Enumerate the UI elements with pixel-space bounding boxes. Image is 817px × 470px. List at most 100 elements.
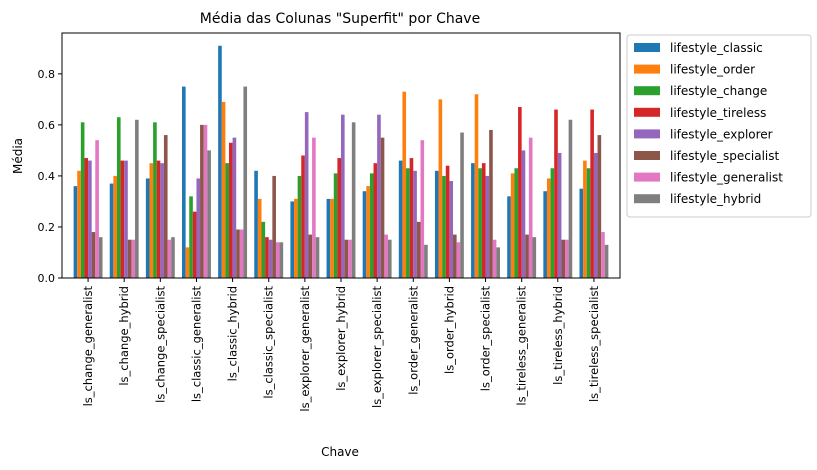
bar-lifestyle_explorer-ls_explorer_generalist <box>304 112 309 278</box>
bar-lifestyle_hybrid-ls_explorer_hybrid <box>351 122 356 278</box>
bar-lifestyle_classic-ls_explorer_hybrid <box>326 198 331 278</box>
x-tick-label: ls_tireless_specialist <box>587 286 601 403</box>
bar-lifestyle_classic-ls_order_generalist <box>398 160 403 278</box>
bar-lifestyle_change-ls_order_specialist <box>478 168 482 278</box>
bar-lifestyle_generalist-ls_classic_generalist <box>203 124 208 279</box>
bar-lifestyle_explorer-ls_tireless_specialist <box>593 152 598 278</box>
bar-lifestyle_specialist-ls_classic_specialist <box>272 175 276 278</box>
legend-label-lifestyle_generalist: lifestyle_generalist <box>670 171 783 185</box>
bar-lifestyle_specialist-ls_change_generalist <box>91 232 96 278</box>
x-axis-label: Chave <box>321 445 359 459</box>
bar-lifestyle_hybrid-ls_classic_generalist <box>207 150 211 278</box>
legend-label-lifestyle_classic: lifestyle_classic <box>670 41 763 55</box>
y-axis: 0.0 0.2 0.4 0.6 0.8 <box>38 68 62 285</box>
bar-lifestyle_generalist-ls_explorer_hybrid <box>348 239 352 278</box>
bar-lifestyle_generalist-ls_change_hybrid <box>131 239 136 278</box>
bar-lifestyle_explorer-ls_order_hybrid <box>449 181 454 278</box>
bar-lifestyle_specialist-ls_order_generalist <box>416 221 421 278</box>
bar-lifestyle_specialist-ls_change_specialist <box>163 135 168 278</box>
legend-label-lifestyle_order: lifestyle_order <box>670 63 755 77</box>
bar-lifestyle_specialist-ls_explorer_generalist <box>308 234 313 278</box>
x-tick-label: ls_change_specialist <box>153 286 167 403</box>
bar-lifestyle_change-ls_explorer_hybrid <box>333 173 338 278</box>
bar-lifestyle_specialist-ls_order_specialist <box>489 129 493 278</box>
bar-lifestyle_order-ls_change_generalist <box>77 170 81 278</box>
bar-lifestyle_order-ls_order_generalist <box>402 91 407 278</box>
legend-swatch-lifestyle_tireless <box>634 107 660 117</box>
bar-lifestyle_classic-ls_change_generalist <box>73 186 78 279</box>
bar-lifestyle_hybrid-ls_change_hybrid <box>135 119 139 279</box>
bar-lifestyle_change-ls_change_hybrid <box>116 117 121 278</box>
bar-lifestyle_generalist-ls_explorer_generalist <box>312 137 316 278</box>
bar-lifestyle_explorer-ls_tireless_generalist <box>521 150 526 278</box>
x-tick-label: ls_classic_specialist <box>262 286 276 399</box>
bar-lifestyle_classic-ls_tireless_specialist <box>579 188 584 278</box>
y-tick-label: 0.8 <box>38 68 56 81</box>
bar-lifestyle_specialist-ls_explorer_specialist <box>380 137 385 278</box>
bar-lifestyle_generalist-ls_order_hybrid <box>456 242 461 278</box>
bar-lifestyle_generalist-ls_classic_specialist <box>275 242 280 278</box>
chart-title: Média das Colunas "Superfit" por Chave <box>200 11 480 27</box>
bar-lifestyle_specialist-ls_change_hybrid <box>127 239 132 278</box>
bar-lifestyle_explorer-ls_tireless_hybrid <box>557 152 562 278</box>
bar-lifestyle_hybrid-ls_tireless_specialist <box>604 244 609 278</box>
bar-lifestyle_change-ls_change_generalist <box>80 122 85 278</box>
bar-lifestyle_specialist-ls_tireless_hybrid <box>561 239 566 278</box>
x-tick-label: ls_order_generalist <box>406 286 420 395</box>
legend-label-lifestyle_explorer: lifestyle_explorer <box>670 127 773 141</box>
legend-label-lifestyle_tireless: lifestyle_tireless <box>670 106 766 120</box>
bar-lifestyle_change-ls_explorer_specialist <box>369 173 374 278</box>
bar-lifestyle_order-ls_change_specialist <box>149 163 154 278</box>
bar-lifestyle_hybrid-ls_order_specialist <box>496 247 500 279</box>
bar-lifestyle_classic-ls_change_hybrid <box>109 183 114 278</box>
x-tick-label: ls_change_generalist <box>81 286 95 407</box>
bar-lifestyle_generalist-ls_tireless_generalist <box>528 137 533 278</box>
x-tick-label: ls_order_specialist <box>479 286 493 392</box>
bar-lifestyle_explorer-ls_explorer_specialist <box>377 114 381 278</box>
x-axis: ls_change_generalist ls_change_hybrid ls_c… <box>81 278 601 412</box>
bar-lifestyle_tireless-ls_explorer_hybrid <box>337 158 341 278</box>
bar-lifestyle_order-ls_explorer_hybrid <box>330 198 334 278</box>
x-tick-label: ls_change_hybrid <box>117 286 131 386</box>
bar-lifestyle_classic-ls_classic_hybrid <box>218 45 222 279</box>
bar-lifestyle_change-ls_classic_specialist <box>261 221 266 278</box>
bar-lifestyle_explorer-ls_order_generalist <box>413 170 417 278</box>
bar-lifestyle_change-ls_explorer_generalist <box>297 175 302 278</box>
bar-lifestyle_tireless-ls_classic_generalist <box>192 211 197 278</box>
bar-lifestyle_tireless-ls_tireless_generalist <box>518 107 522 278</box>
y-tick-label: 0.4 <box>38 170 56 183</box>
bar-lifestyle_generalist-ls_order_generalist <box>420 140 425 278</box>
bar-lifestyle_specialist-ls_tireless_generalist <box>525 234 529 278</box>
y-tick-label: 0.2 <box>38 221 56 234</box>
bar-lifestyle_specialist-ls_classic_generalist <box>200 124 204 279</box>
bar-lifestyle_generalist-ls_change_specialist <box>167 239 172 278</box>
bar-lifestyle_explorer-ls_change_specialist <box>160 163 164 278</box>
bar-lifestyle_change-ls_tireless_hybrid <box>550 168 555 278</box>
bar-lifestyle_change-ls_tireless_specialist <box>586 168 591 278</box>
bar-lifestyle_tireless-ls_classic_specialist <box>265 237 269 278</box>
x-tick-label: ls_explorer_generalist <box>298 286 312 412</box>
bar-lifestyle_change-ls_classic_hybrid <box>225 163 229 278</box>
bar-lifestyle_tireless-ls_classic_hybrid <box>228 142 233 278</box>
bar-lifestyle_order-ls_tireless_specialist <box>583 160 587 278</box>
bar-lifestyle_order-ls_tireless_hybrid <box>546 178 551 278</box>
bar-lifestyle_tireless-ls_order_generalist <box>409 158 414 278</box>
bar-lifestyle_tireless-ls_order_hybrid <box>445 165 450 278</box>
bar-lifestyle_specialist-ls_classic_hybrid <box>236 229 240 278</box>
bar-lifestyle_explorer-ls_classic_generalist <box>196 178 201 278</box>
bar-lifestyle_order-ls_classic_specialist <box>257 198 262 278</box>
bar-lifestyle_classic-ls_order_hybrid <box>434 170 439 278</box>
bar-lifestyle_tireless-ls_change_specialist <box>156 160 161 278</box>
legend-label-lifestyle_specialist: lifestyle_specialist <box>670 149 780 163</box>
legend-swatch-lifestyle_specialist <box>634 151 660 160</box>
bar-lifestyle_order-ls_explorer_specialist <box>366 186 370 279</box>
bar-lifestyle_hybrid-ls_order_generalist <box>424 244 428 278</box>
bar-lifestyle_hybrid-ls_tireless_hybrid <box>568 119 573 279</box>
bar-lifestyle_change-ls_tireless_generalist <box>514 168 519 278</box>
bar-lifestyle_hybrid-ls_change_specialist <box>171 237 175 278</box>
x-tick-label: ls_order_hybrid <box>442 286 456 374</box>
legend-frame <box>626 34 812 218</box>
x-tick-label: ls_explorer_hybrid <box>334 286 348 391</box>
bar-lifestyle_order-ls_explorer_generalist <box>294 198 298 278</box>
